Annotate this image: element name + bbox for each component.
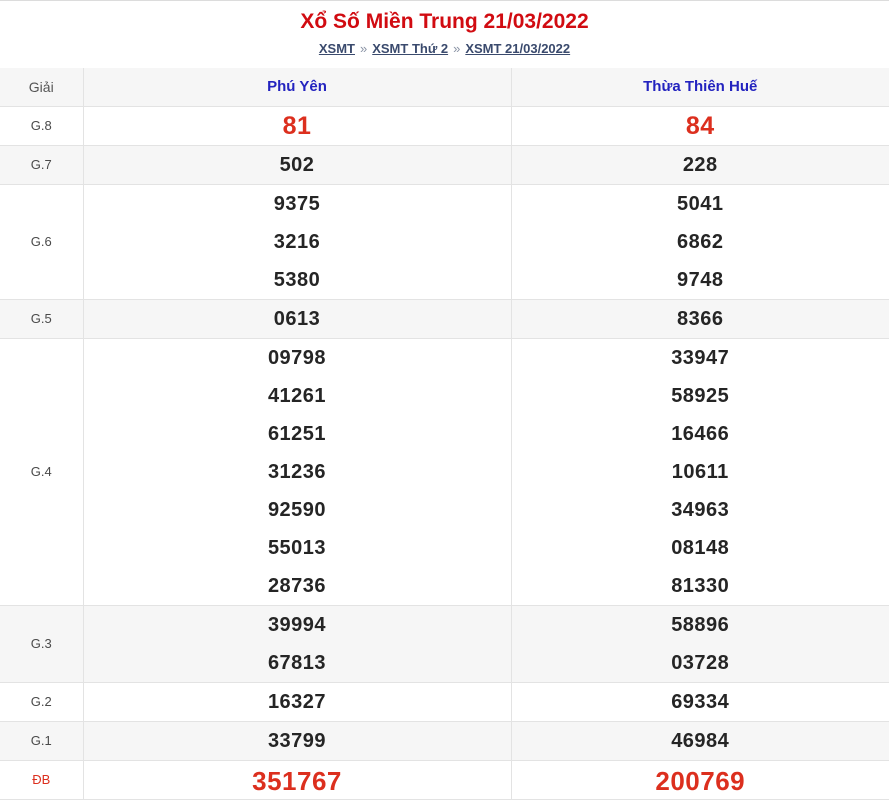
breadcrumb-separator: » [453, 41, 461, 56]
prize-number: 228 [682, 153, 718, 176]
lottery-results-table: Giải Phú Yên Thừa Thiên Huế G.8 81 84 G.… [0, 68, 889, 800]
table-row-g3: G.3 39994 67813 58896 03728 [0, 605, 889, 683]
prize-label: G.2 [0, 682, 84, 722]
prize-label: G.8 [0, 106, 84, 146]
prize-number: 3216 [273, 230, 321, 253]
prize-number: 5041 [677, 192, 724, 215]
prize-number: 08148 [671, 536, 730, 559]
column-header-phu-yen[interactable]: Phú Yên [83, 68, 512, 107]
prize-number: 28736 [267, 574, 327, 597]
prize-number: 67813 [267, 651, 327, 674]
column-header-giai: Giải [0, 68, 84, 107]
prize-number: 58925 [671, 384, 730, 407]
table-row-g4: G.4 09798 41261 61251 31236 92590 55013 … [0, 338, 889, 606]
breadcrumb-link-xsmt[interactable]: XSMT [318, 41, 355, 56]
prize-number: 81330 [671, 574, 730, 597]
prize-number: 200769 [655, 765, 746, 796]
table-row-g7: G.7 502 228 [0, 145, 889, 185]
prize-number: 16327 [267, 690, 327, 713]
prize-number: 58896 [671, 613, 730, 636]
table-row-g8: G.8 81 84 [0, 106, 889, 146]
table-row-g5: G.5 0613 8366 [0, 299, 889, 339]
breadcrumb-separator: » [359, 41, 368, 56]
prize-label: G.4 [0, 338, 84, 606]
table-row-g2: G.2 16327 69334 [0, 682, 889, 722]
prize-label: G.5 [0, 299, 84, 339]
prize-number: 34963 [671, 498, 730, 521]
prize-number: 502 [279, 153, 315, 176]
prize-number: 9748 [677, 268, 724, 291]
prize-label: G.1 [0, 721, 84, 761]
prize-number: 33947 [671, 346, 730, 369]
table-row-g1: G.1 33799 46984 [0, 721, 889, 761]
prize-number: 61251 [267, 422, 327, 445]
page-title: Xổ Số Miền Trung 21/03/2022 [300, 10, 589, 33]
prize-number: 55013 [267, 536, 327, 559]
prize-number: 5380 [273, 268, 321, 291]
prize-number: 351767 [252, 765, 342, 796]
prize-number: 69334 [671, 690, 730, 713]
prize-number: 84 [685, 111, 715, 140]
prize-number: 92590 [267, 498, 327, 521]
prize-number: 0613 [273, 307, 321, 330]
prize-number: 33799 [267, 729, 327, 752]
prize-number: 9375 [273, 192, 321, 215]
column-header-thua-thien-hue[interactable]: Thừa Thiên Huế [511, 68, 889, 107]
prize-number: 31236 [267, 460, 327, 483]
prize-number: 81 [282, 111, 312, 140]
prize-number: 46984 [671, 729, 730, 752]
prize-number: 03728 [671, 651, 730, 674]
prize-number: 8366 [677, 307, 724, 330]
breadcrumb-link-xsmt-date[interactable]: XSMT 21/03/2022 [465, 41, 571, 56]
table-header-row: Giải Phú Yên Thừa Thiên Huế [0, 68, 889, 107]
prize-label: G.7 [0, 145, 84, 185]
prize-label: G.3 [0, 605, 84, 683]
prize-number: 10611 [671, 460, 729, 483]
breadcrumb-link-xsmt-thu-2[interactable]: XSMT Thứ 2 [372, 41, 449, 56]
prize-label: G.6 [0, 184, 84, 300]
prize-number: 39994 [267, 613, 327, 636]
prize-number: 41261 [267, 384, 327, 407]
breadcrumb: XSMT » XSMT Thứ 2 » XSMT 21/03/2022 [0, 39, 889, 59]
table-row-db: ĐB 351767 200769 [0, 760, 889, 800]
table-row-g6: G.6 9375 3216 5380 5041 6862 9748 [0, 184, 889, 300]
prize-number: 6862 [677, 230, 724, 253]
prize-label: ĐB [0, 760, 84, 800]
prize-number: 16466 [671, 422, 730, 445]
prize-number: 09798 [267, 346, 327, 369]
